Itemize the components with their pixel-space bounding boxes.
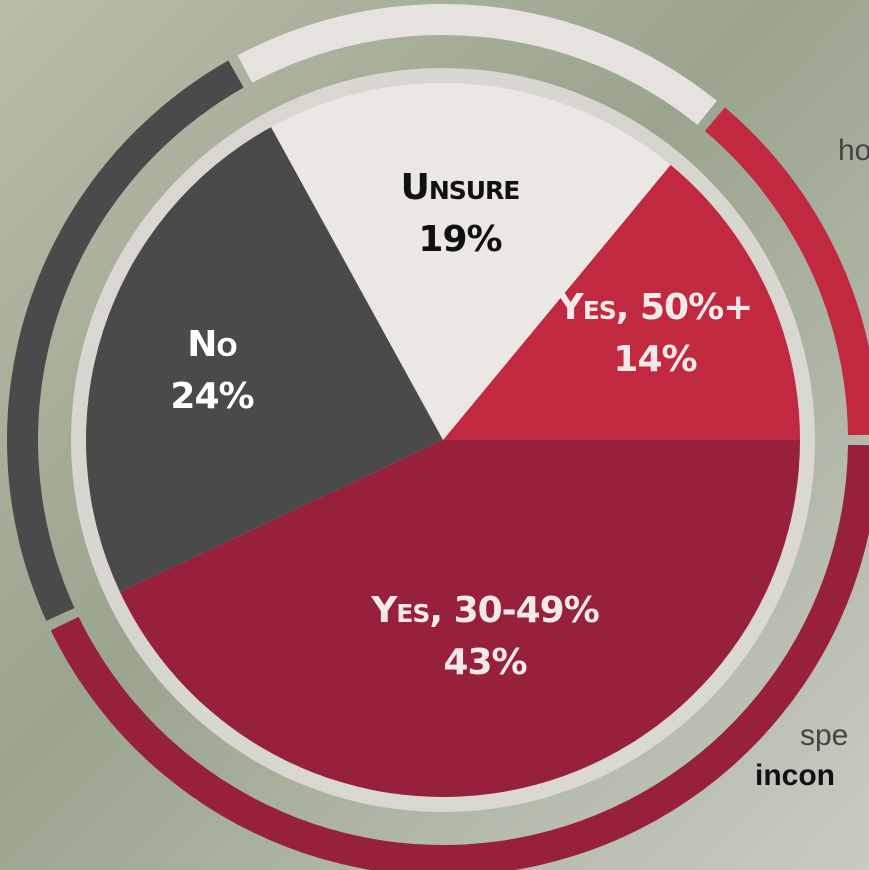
ring-segment <box>704 107 869 436</box>
annotation: spe <box>800 719 848 752</box>
ring-segment <box>237 4 717 125</box>
slice-value: 19% <box>418 219 501 260</box>
slice-value: 24% <box>170 376 253 417</box>
pie <box>85 83 801 797</box>
labels: Yes, 50%+ 14% Unsure 19% No 24% Yes, 30-49% 43% <box>170 167 753 683</box>
pie-slice <box>119 440 801 797</box>
slice-category: Yes, 30-49% <box>370 590 599 631</box>
slice-value: 43% <box>443 642 526 683</box>
slice-category: Yes, 50%+ <box>557 287 753 328</box>
annotation: incon <box>755 759 835 792</box>
outer-ring <box>7 4 869 870</box>
slice-category: Unsure <box>401 167 520 208</box>
pie-slice <box>85 127 443 593</box>
annotation: ho <box>838 134 869 167</box>
slice-category: No <box>187 324 236 365</box>
slice-value: 14% <box>613 339 696 380</box>
pie-slice <box>443 164 800 441</box>
pie-slice <box>271 83 671 441</box>
ring-segment <box>7 60 244 621</box>
